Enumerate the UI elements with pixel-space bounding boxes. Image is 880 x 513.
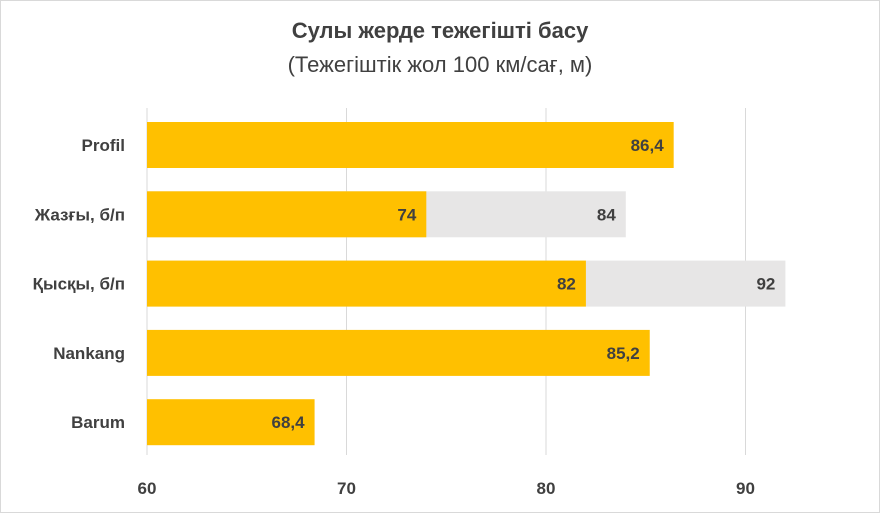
x-tick-label: 60: [138, 479, 157, 498]
data-label: 92: [756, 275, 775, 294]
data-label: 68,4: [271, 413, 305, 432]
bar: [147, 191, 427, 238]
bar: [147, 399, 315, 446]
bar: [147, 122, 674, 168]
chart-title: Сулы жерде тежегішті басу: [291, 18, 589, 43]
data-label: 85,2: [607, 344, 640, 363]
x-tick-label: 80: [537, 479, 556, 498]
x-tick-label: 90: [736, 479, 755, 498]
category-label: Nankang: [53, 344, 125, 363]
chart-subtitle: (Тежегіштік жол 100 км/сағ, м): [287, 52, 593, 77]
data-label: 82: [557, 275, 576, 294]
data-label: 86,4: [631, 136, 665, 155]
category-label: Жазғы, б/п: [34, 205, 125, 224]
bar: [147, 260, 586, 307]
category-label: Barum: [71, 413, 125, 432]
x-tick-label: 70: [337, 479, 356, 498]
data-label: 84: [597, 205, 616, 224]
data-label: 74: [397, 205, 416, 224]
category-label: Қысқы, б/п: [33, 275, 125, 294]
bar: [147, 329, 650, 376]
category-label: Profil: [82, 136, 125, 155]
